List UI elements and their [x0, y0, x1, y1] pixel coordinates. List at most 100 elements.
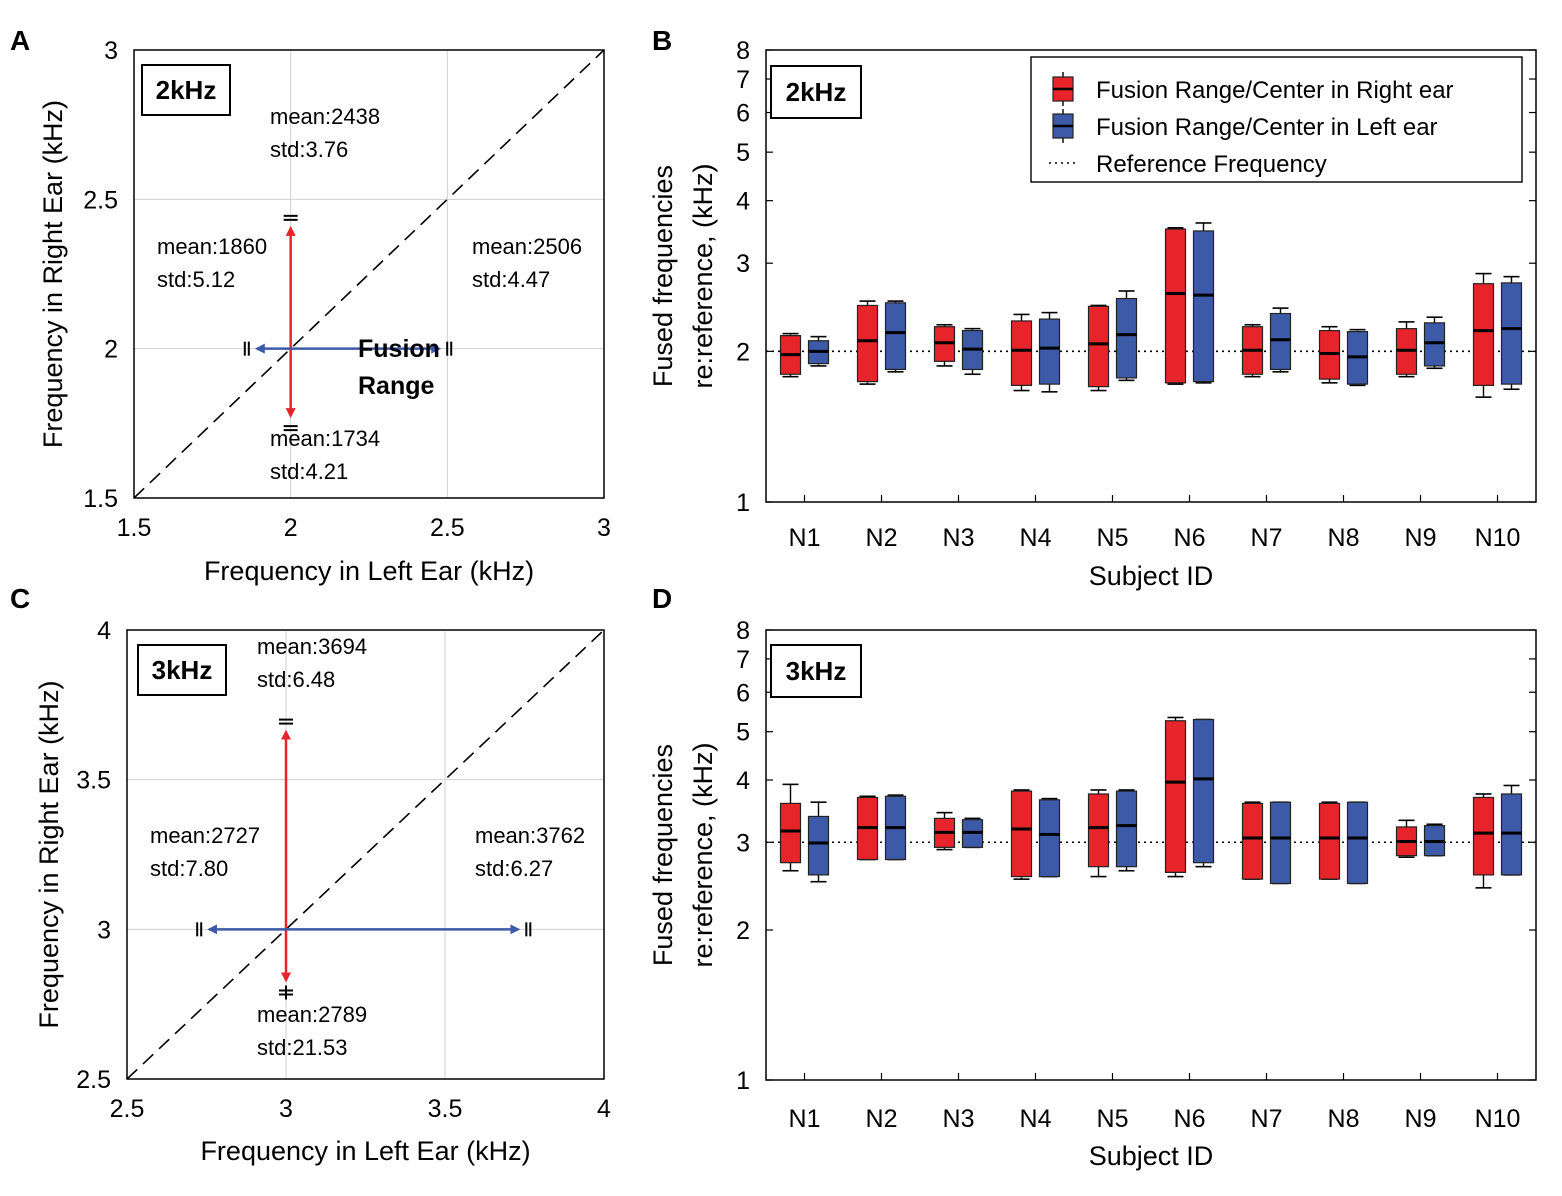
- fusion-label-line2: Range: [358, 372, 435, 400]
- legend-label: Fusion Range/Center in Right ear: [1096, 77, 1454, 104]
- y-tick-label: 2.5: [76, 1066, 111, 1094]
- y-tick-label: 2: [736, 338, 750, 366]
- y-axis-label-line2: re:reference, (kHz): [688, 163, 718, 388]
- x-axis-label: Frequency in Left Ear (kHz): [200, 1136, 530, 1166]
- left-ear-box: [1115, 297, 1138, 379]
- std-label: std:6.27: [475, 856, 553, 881]
- y-tick-label: 7: [736, 66, 750, 94]
- right-ear-box: [1010, 320, 1033, 386]
- y-axis-label-line1: Fused frequencies: [648, 744, 678, 966]
- legend-label: Reference Frequency: [1096, 151, 1327, 178]
- left-ear-box: [1269, 312, 1292, 371]
- mean-label: mean:3694: [257, 634, 367, 659]
- y-tick-label: 2: [736, 917, 750, 945]
- y-tick-label: 3: [736, 250, 750, 278]
- legend-label: Fusion Range/Center in Left ear: [1096, 114, 1438, 141]
- y-tick-label: 7: [736, 646, 750, 674]
- frequency-badge: 3kHz: [786, 656, 847, 686]
- left-ear-box: [1038, 318, 1061, 385]
- left-ear-box: [1346, 801, 1369, 885]
- plot-frame: [765, 629, 1537, 1081]
- x-tick-label: 4: [597, 1095, 611, 1123]
- x-tick-label: N8: [1328, 524, 1360, 552]
- x-tick-label: N4: [1020, 524, 1052, 552]
- fusion-label-line1: Fusion: [358, 335, 440, 363]
- x-tick-label: N4: [1020, 1105, 1052, 1133]
- std-label: std:4.47: [472, 267, 550, 292]
- y-tick-label: 4: [736, 767, 750, 795]
- x-tick-label: N3: [943, 1105, 975, 1133]
- mean-label: mean:1734: [270, 426, 380, 451]
- frequency-badge: 2kHz: [786, 77, 847, 107]
- y-tick-label: 6: [736, 679, 750, 707]
- std-label: std:6.48: [257, 667, 335, 692]
- x-axis-label: Frequency in Left Ear (kHz): [204, 556, 534, 586]
- y-axis-label-line2: re:reference, (kHz): [688, 742, 718, 967]
- plot-frame: [126, 629, 605, 1080]
- x-tick-label: 3: [597, 514, 611, 542]
- x-tick-label: N7: [1251, 1105, 1283, 1133]
- y-axis-label-line1: Fused frequencies: [648, 165, 678, 387]
- plot-frame: [765, 49, 1537, 503]
- frequency-badge: 2kHz: [156, 75, 217, 105]
- x-tick-label: N9: [1405, 524, 1437, 552]
- std-label: std:7.80: [150, 856, 228, 881]
- panel-c-fusion-range-3khz: 2.5 3 3.5 4 2.5 3 3.5 4 mean:3694 std:6.48 mean:27…: [10, 583, 611, 1166]
- mean-label: mean:3762: [475, 823, 585, 848]
- panel-b-boxplot-2khz: 1 2 3 4 5 6 78 N1 N2 N3 N4 N5 N6 N7 N8 N9 N10 Fusion Rang…: [648, 25, 1537, 591]
- x-tick-label: 3: [279, 1095, 293, 1123]
- diagonal-line: [133, 49, 605, 499]
- panel-letter: B: [652, 25, 672, 56]
- panel-letter: A: [10, 25, 30, 56]
- x-tick-label: N5: [1097, 1105, 1129, 1133]
- plot-frame: [133, 49, 605, 499]
- panel-letter: C: [10, 583, 30, 614]
- left-ear-box: [1038, 799, 1061, 878]
- y-tick-label: 5: [736, 139, 750, 167]
- left-ear-box: [807, 815, 830, 876]
- y-tick-label: 1: [736, 489, 750, 517]
- std-label: std:5.12: [157, 267, 235, 292]
- left-ear-box: [1115, 790, 1138, 868]
- frequency-badge-box: [141, 64, 231, 116]
- y-tick-label: 8: [736, 617, 750, 645]
- x-tick-label: N10: [1475, 524, 1521, 552]
- mean-label: mean:2438: [270, 104, 380, 129]
- left-ear-box: [884, 302, 907, 371]
- left-ear-box: [1423, 322, 1446, 367]
- mean-label: mean:2789: [257, 1002, 367, 1027]
- right-ear-box: [1087, 305, 1110, 388]
- y-tick-label: 3: [97, 916, 111, 944]
- x-tick-label: N2: [866, 1105, 898, 1133]
- y-tick-label: 4: [97, 617, 111, 645]
- panel-a-fusion-range-2khz: 1.5 2 2.5 3 1.5 2 2.5 3 mean:2438 std:3.76 mean:17…: [10, 25, 611, 586]
- y-tick-label: 5: [736, 719, 750, 747]
- y-tick-label: 1: [736, 1067, 750, 1095]
- std-label: std:21.53: [257, 1035, 348, 1060]
- legend-box: [1030, 56, 1523, 183]
- mean-label: mean:2506: [472, 234, 582, 259]
- right-ear-box: [856, 304, 879, 383]
- panel-letter: D: [652, 583, 672, 614]
- frequency-badge-box: [770, 644, 862, 698]
- right-ear-box: [1472, 796, 1495, 876]
- std-label: std:4.21: [270, 459, 348, 484]
- left-ear-box: [1192, 230, 1215, 383]
- std-label: std:3.76: [270, 137, 348, 162]
- x-tick-label: 2.5: [430, 514, 465, 542]
- x-tick-label: N9: [1405, 1105, 1437, 1133]
- left-ear-box: [1269, 801, 1292, 885]
- x-tick-label: N2: [866, 524, 898, 552]
- x-tick-label: N10: [1475, 1105, 1521, 1133]
- right-ear-box: [779, 802, 802, 864]
- x-tick-label: N7: [1251, 524, 1283, 552]
- x-tick-label: N5: [1097, 524, 1129, 552]
- mean-label: mean:1860: [157, 234, 267, 259]
- x-tick-label: 2: [284, 514, 298, 542]
- panel-d-boxplot-3khz: 1 2 3 4 5 6 78 N1 N2 N3 N4 N5 N6 N7 N8 N9 N10 3kHz Subject…: [648, 583, 1537, 1171]
- x-tick-label: N8: [1328, 1105, 1360, 1133]
- x-tick-label: 1.5: [117, 514, 152, 542]
- x-tick-label: 2.5: [110, 1095, 145, 1123]
- x-axis-label: Subject ID: [1089, 561, 1214, 591]
- x-tick-label: N6: [1174, 1105, 1206, 1133]
